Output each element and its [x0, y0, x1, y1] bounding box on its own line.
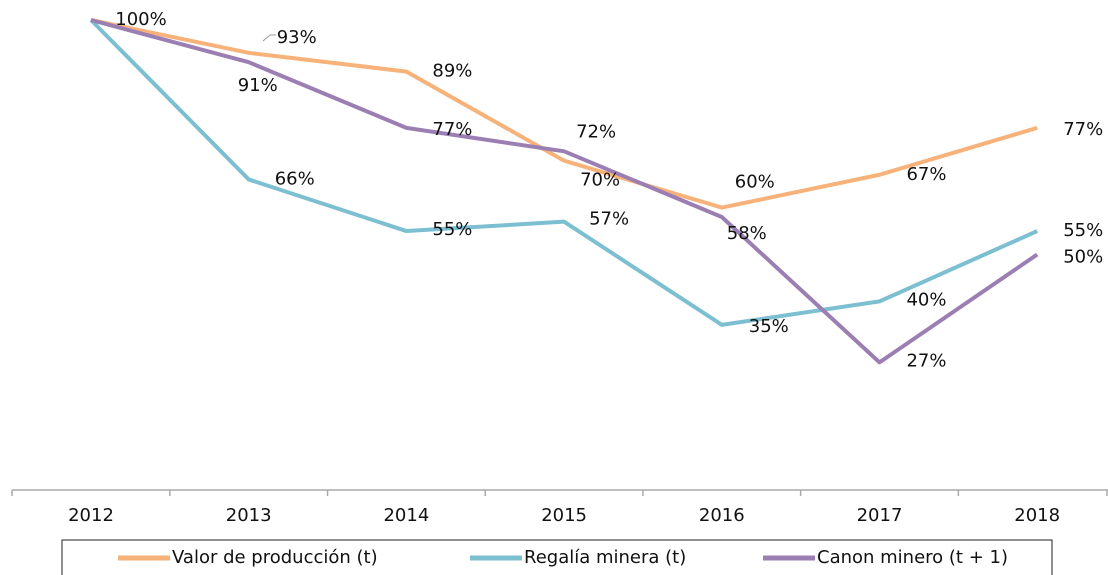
data-label: 27%: [906, 350, 946, 371]
x-tick-label: 2014: [383, 505, 429, 526]
legend-box: [61, 539, 1053, 575]
data-label: 55%: [432, 219, 472, 240]
series-line: [90, 18, 1039, 365]
legend-label: Regalía minera (t): [524, 547, 686, 568]
data-label: 89%: [432, 61, 472, 82]
data-label: 93%: [277, 27, 317, 48]
data-label: 50%: [1063, 247, 1103, 268]
data-label: 77%: [1063, 119, 1103, 140]
data-label: 40%: [906, 289, 946, 310]
x-tick-label: 2013: [226, 505, 272, 526]
data-label: 58%: [727, 223, 767, 244]
data-label: 57%: [589, 209, 629, 230]
x-tick-label: 2015: [541, 505, 587, 526]
data-label: 91%: [238, 75, 278, 96]
x-tick-label: 2012: [68, 505, 114, 526]
data-label: 55%: [1063, 220, 1103, 241]
legend-label: Valor de producción (t): [172, 547, 378, 568]
data-label: 100%: [115, 9, 166, 30]
data-label: 70%: [580, 170, 620, 191]
data-label: 60%: [735, 172, 775, 193]
data-label: 72%: [576, 121, 616, 142]
series-line: [89, 18, 1039, 327]
data-label: 77%: [432, 119, 472, 140]
leader-line: [262, 34, 271, 42]
x-tick-label: 2018: [1014, 505, 1060, 526]
legend-label: Canon minero (t + 1): [817, 547, 1008, 568]
series-line: [90, 18, 1038, 210]
data-label: 35%: [749, 316, 789, 337]
data-label: 66%: [275, 168, 315, 189]
data-label: 67%: [906, 164, 946, 185]
x-tick-label: 2016: [699, 505, 745, 526]
x-tick-label: 2017: [857, 505, 903, 526]
